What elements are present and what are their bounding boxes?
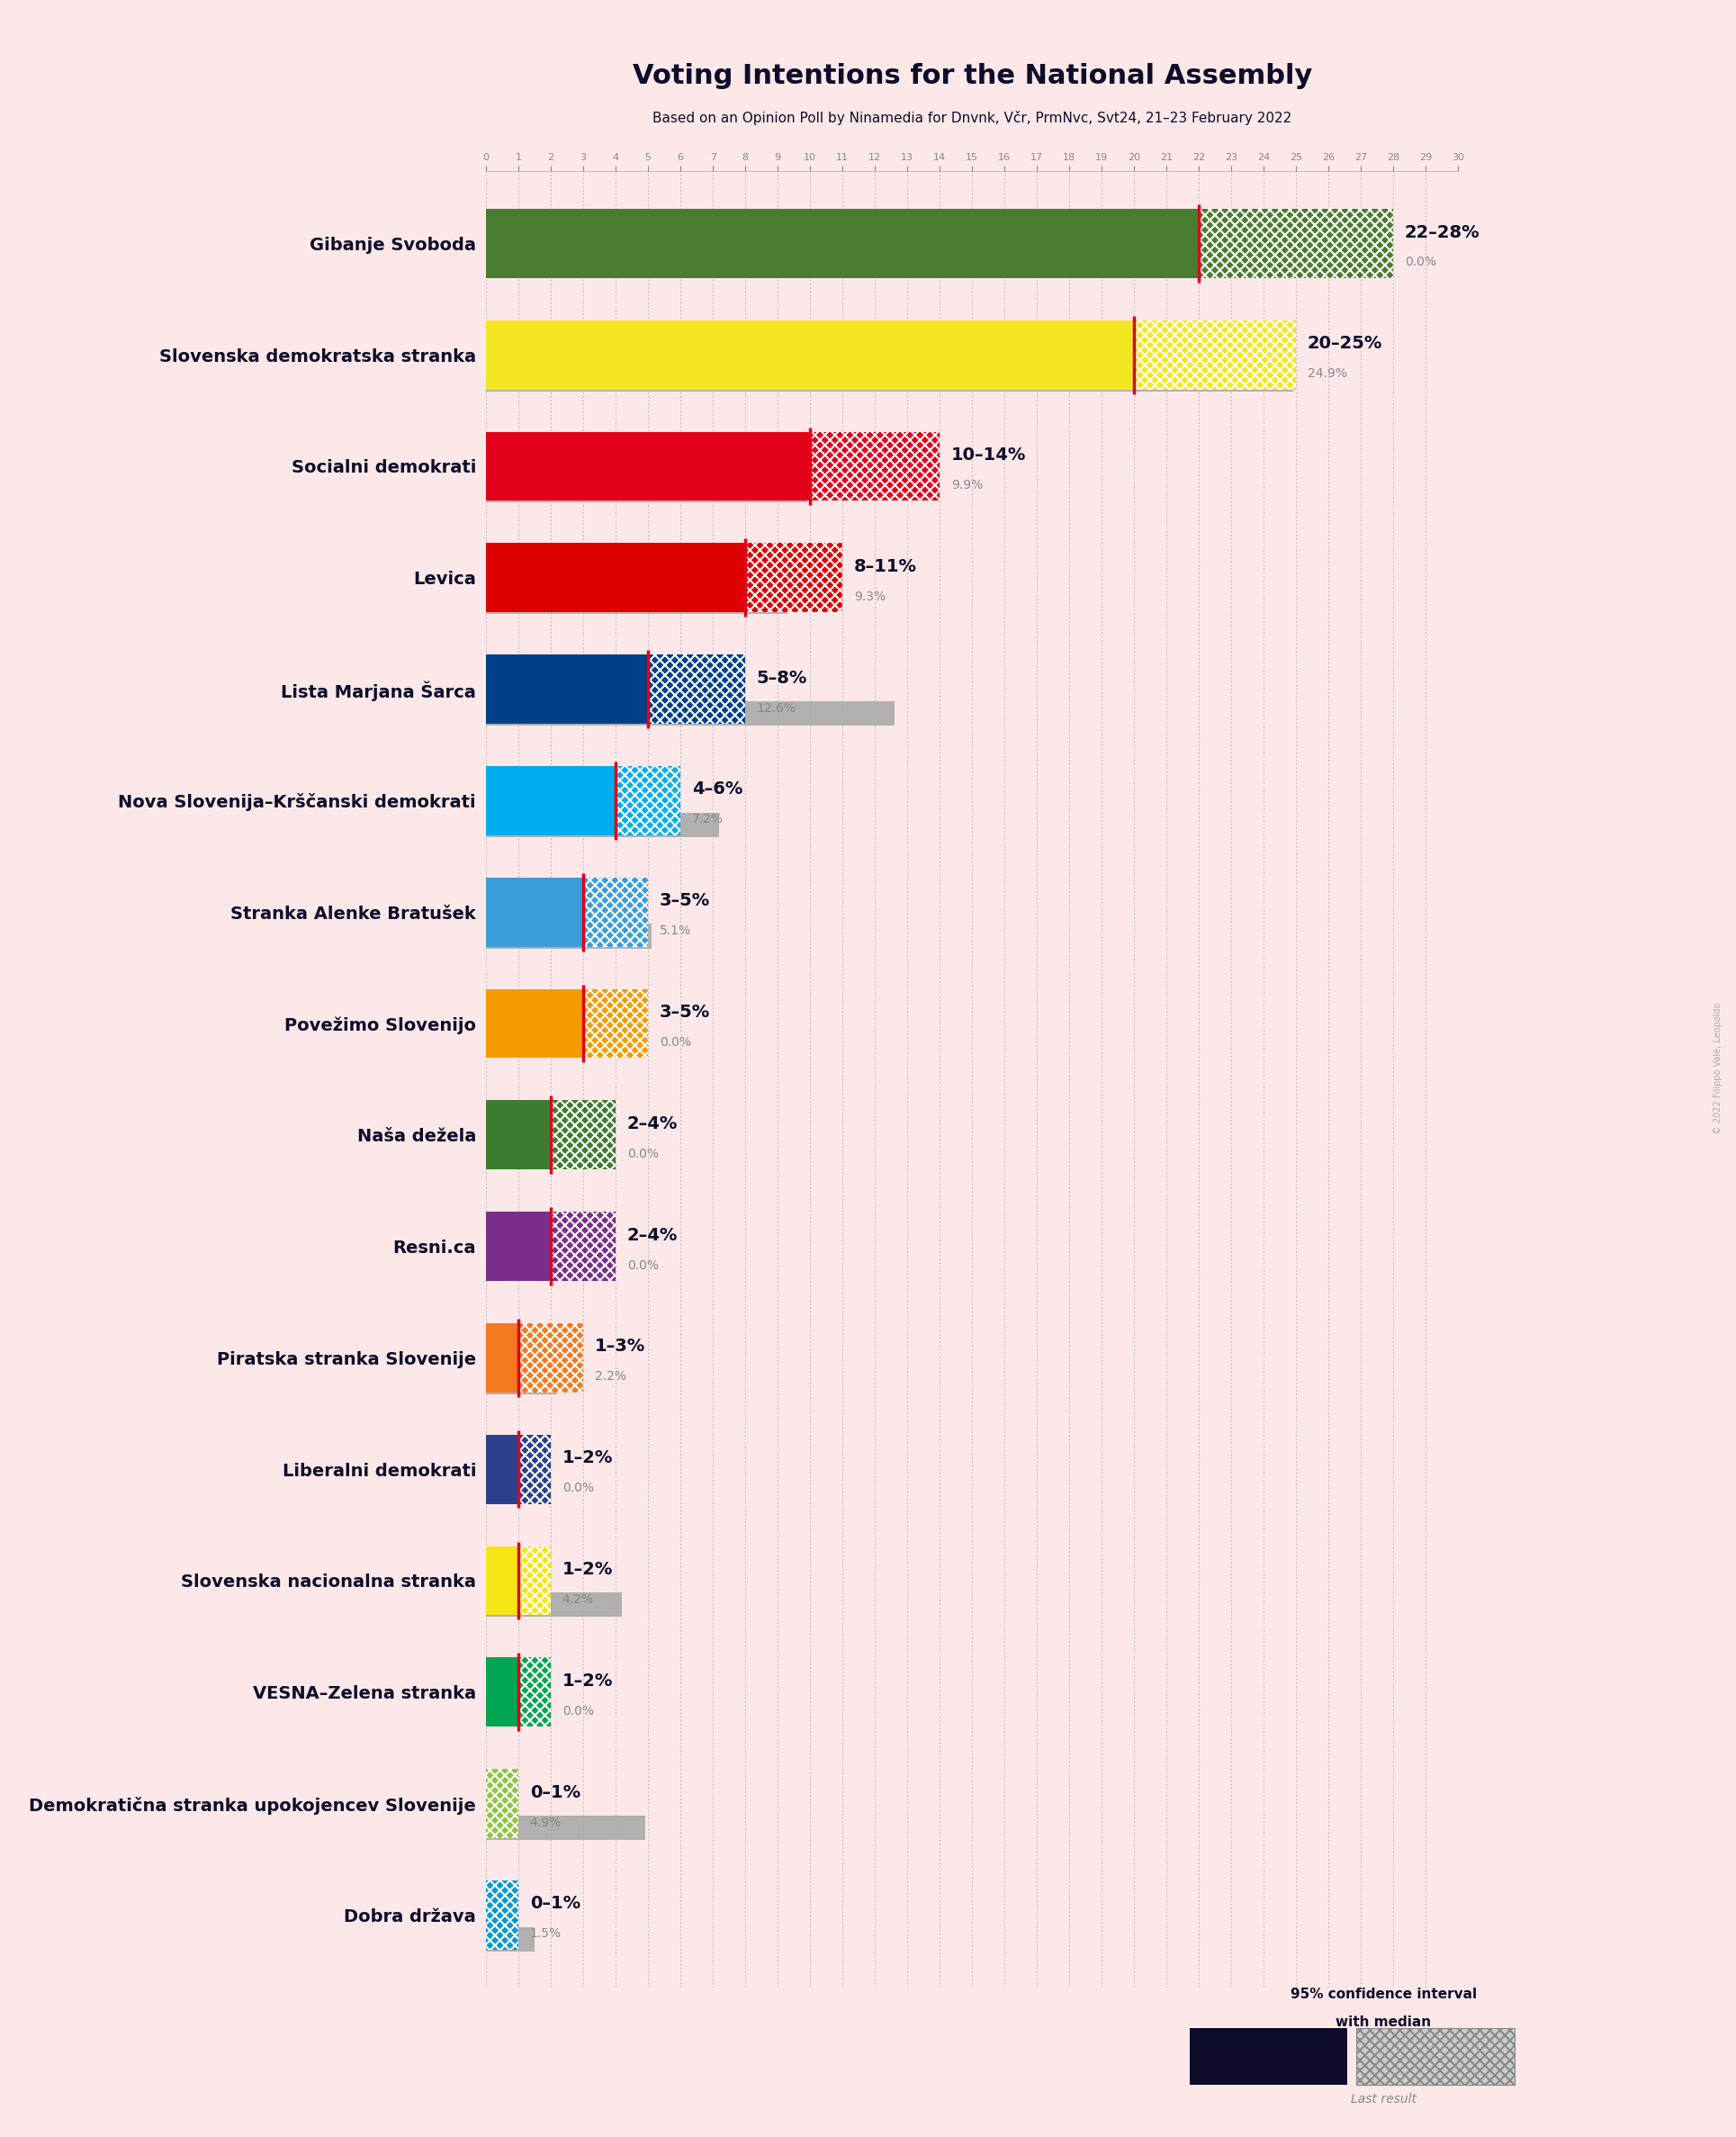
Bar [486,209,1200,278]
Bar [616,765,681,836]
Bar [648,654,745,724]
Bar [1356,2028,1514,2086]
Bar [745,543,842,613]
Bar [486,654,648,724]
Text: 2.2%: 2.2% [595,1370,627,1383]
Text: Last result: Last result [1351,2092,1417,2105]
Bar [519,1323,583,1393]
Text: 1–2%: 1–2% [562,1560,613,1577]
Text: 2–4%: 2–4% [627,1116,677,1133]
Text: 0.0%: 0.0% [627,1259,658,1272]
Text: 9.9%: 9.9% [951,479,983,492]
Text: 22–28%: 22–28% [1404,224,1481,241]
Bar [550,1101,616,1169]
Text: 3–5%: 3–5% [660,1004,710,1021]
Text: 2–4%: 2–4% [627,1227,677,1244]
Text: 4.9%: 4.9% [529,1816,561,1829]
Text: Voting Intentions for the National Assembly: Voting Intentions for the National Assem… [632,64,1312,90]
Text: 9.3%: 9.3% [854,590,885,603]
Text: 7.2%: 7.2% [693,814,724,825]
Bar [519,1434,550,1504]
Text: 4–6%: 4–6% [693,780,743,797]
Bar [486,812,719,838]
Bar [486,1212,550,1280]
Bar [486,1101,550,1169]
Bar [550,1212,616,1280]
Bar [1189,2028,1347,2086]
Bar [486,1769,519,1838]
Bar [486,1434,519,1504]
Bar [486,368,1293,391]
Text: 0–1%: 0–1% [529,1784,580,1801]
Bar [486,923,651,949]
Bar [486,989,583,1058]
Bar [486,321,1134,389]
Bar [486,878,583,947]
Text: 5–8%: 5–8% [757,669,807,686]
Bar [811,432,939,500]
Bar [519,1545,550,1616]
Bar [583,878,648,947]
Bar [486,479,807,502]
Text: 1–2%: 1–2% [562,1673,613,1690]
Bar [486,1769,519,1838]
Text: 5.1%: 5.1% [660,925,691,938]
Bar [486,701,894,727]
Bar [486,1658,519,1727]
Bar [486,1881,519,1949]
Bar [486,590,788,613]
Text: 0.0%: 0.0% [627,1148,658,1160]
Text: 3–5%: 3–5% [660,893,710,910]
Bar [486,765,616,836]
Bar [486,1370,557,1393]
Bar [486,1323,519,1393]
Bar [1200,209,1394,278]
Text: 0–1%: 0–1% [529,1896,580,1913]
Bar [486,1592,621,1618]
Text: 8–11%: 8–11% [854,558,917,575]
Bar [486,432,811,500]
Text: 1–2%: 1–2% [562,1449,613,1466]
Bar [486,1545,519,1616]
Text: 95% confidence interval: 95% confidence interval [1290,1987,1477,2000]
Bar [486,1881,519,1949]
Text: 4.2%: 4.2% [562,1594,594,1605]
Bar [486,543,745,613]
Bar [486,1928,535,1951]
Text: 0.0%: 0.0% [562,1705,594,1718]
Text: 12.6%: 12.6% [757,701,797,714]
Text: 0.0%: 0.0% [660,1036,691,1049]
Bar [519,1658,550,1727]
Text: 1.5%: 1.5% [529,1928,561,1940]
Bar [583,989,648,1058]
Text: 0.0%: 0.0% [562,1481,594,1494]
Text: 0.0%: 0.0% [1404,256,1436,269]
Text: Based on an Opinion Poll by Ninamedia for Dnvnk, Včr, PrmNvc, Svt24, 21–23 Febru: Based on an Opinion Poll by Ninamedia fo… [653,111,1292,126]
Text: © 2022 Filippo Valé, Leopoldo: © 2022 Filippo Valé, Leopoldo [1713,1002,1722,1135]
Text: 10–14%: 10–14% [951,447,1026,464]
Text: 20–25%: 20–25% [1307,336,1382,353]
Text: with median: with median [1335,2015,1432,2030]
Bar [486,1816,644,1840]
Bar [1134,321,1297,389]
Text: 1–3%: 1–3% [595,1338,646,1355]
Text: 24.9%: 24.9% [1307,368,1347,380]
